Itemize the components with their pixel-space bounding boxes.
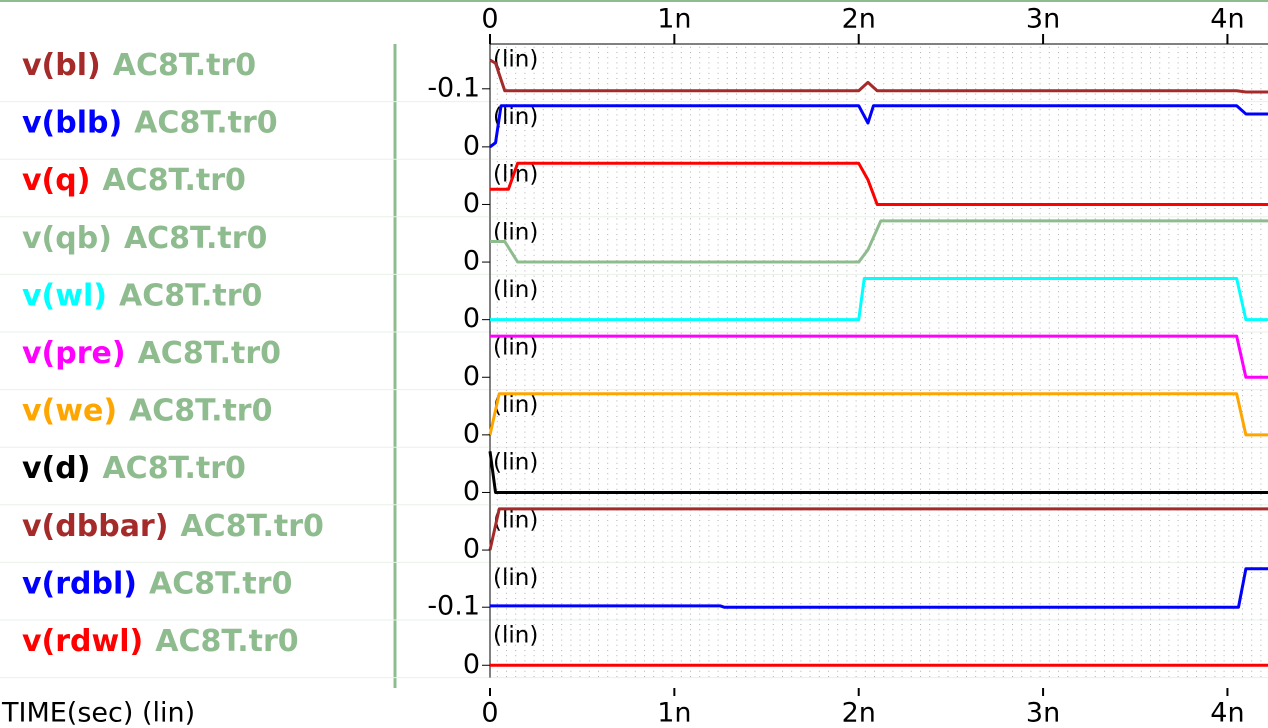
x-tick-label-bottom: 2n — [842, 698, 876, 728]
grid — [490, 274, 1268, 332]
x-tick-label-bottom: 3n — [1026, 698, 1060, 728]
signal-name: v(bl) — [22, 48, 101, 83]
grid — [490, 159, 1268, 217]
file-name: AC8T.tr0 — [124, 220, 267, 255]
signal-name: v(rdbl) — [22, 566, 137, 601]
signal-name: v(qb) — [22, 220, 112, 255]
file-name: AC8T.tr0 — [180, 508, 323, 543]
signal-label: v(rdbl) AC8T.tr0 — [22, 566, 292, 601]
signal-name: v(pre) — [22, 336, 126, 371]
x-tick-label-bottom: 4n — [1210, 698, 1244, 728]
signal-label: v(d) AC8T.tr0 — [22, 451, 246, 486]
file-name: AC8T.tr0 — [102, 163, 245, 198]
y-axis-unit: (lin) — [493, 565, 538, 591]
grid — [490, 504, 1268, 563]
signal-label: v(qb) AC8T.tr0 — [22, 220, 267, 255]
waveform — [489, 58, 1268, 94]
grid — [490, 447, 1268, 505]
grid — [490, 562, 1268, 620]
waveform — [489, 104, 1268, 149]
x-tick-label-top: 4n — [1210, 4, 1244, 35]
y-axis-unit: (lin) — [493, 392, 538, 418]
x-tick-label-top: 3n — [1026, 4, 1060, 35]
y-tick-label: 0 — [463, 361, 480, 392]
signal-label: v(q) AC8T.tr0 — [22, 163, 246, 198]
grid — [490, 332, 1268, 390]
grid — [490, 620, 1268, 678]
signal-name: v(rdwl) — [22, 624, 143, 659]
signal-label: v(we) AC8T.tr0 — [22, 393, 272, 428]
file-name: AC8T.tr0 — [134, 105, 277, 140]
grid — [490, 101, 1268, 160]
grid — [490, 44, 1268, 102]
file-name: AC8T.tr0 — [119, 278, 262, 313]
file-name: AC8T.tr0 — [113, 48, 256, 83]
x-tick-label-top: 2n — [842, 4, 876, 35]
file-name: AC8T.tr0 — [138, 336, 281, 371]
waveform — [488, 507, 1268, 551]
y-tick-label: -0.1 — [427, 72, 480, 103]
signal-label: v(dbbar) AC8T.tr0 — [22, 508, 324, 543]
signal-name: v(blb) — [22, 105, 122, 140]
waveform — [490, 334, 1268, 379]
y-tick-label: -0.1 — [427, 591, 480, 622]
x-tick-label-bottom: 0 — [481, 698, 498, 728]
y-tick-label: 0 — [463, 246, 480, 277]
signal-name: v(we) — [22, 393, 117, 428]
waveform — [490, 161, 1268, 206]
y-axis-unit: (lin) — [493, 277, 538, 303]
y-axis-unit: (lin) — [493, 335, 538, 361]
signal-name: v(d) — [22, 451, 90, 486]
signal-name: v(dbbar) — [22, 508, 168, 543]
waveform — [488, 392, 1268, 437]
signal-name: v(q) — [22, 163, 90, 198]
y-tick-label: 0 — [463, 188, 480, 219]
y-tick-label: 0 — [463, 649, 480, 680]
file-name: AC8T.tr0 — [155, 624, 298, 659]
signal-label: v(wl) AC8T.tr0 — [22, 278, 262, 313]
signal-label: v(bl) AC8T.tr0 — [22, 48, 256, 83]
x-axis-title: TIME(sec) (lin) — [1, 698, 195, 728]
file-name: AC8T.tr0 — [149, 566, 292, 601]
x-tick-label-top: 1n — [657, 4, 691, 35]
y-axis-unit: (lin) — [493, 47, 538, 73]
y-tick-label: 0 — [463, 418, 480, 449]
file-name: AC8T.tr0 — [102, 451, 245, 486]
y-tick-label: 0 — [463, 130, 480, 161]
file-name: AC8T.tr0 — [129, 393, 272, 428]
waveform — [490, 277, 1268, 322]
y-axis-unit: (lin) — [493, 623, 538, 649]
grid — [490, 389, 1268, 448]
signal-label: v(pre) AC8T.tr0 — [22, 336, 281, 371]
signal-name: v(wl) — [22, 278, 107, 313]
waveform — [490, 219, 1268, 264]
x-tick-label-top: 0 — [481, 4, 498, 35]
y-axis-unit: (lin) — [493, 507, 538, 533]
y-axis-unit: (lin) — [493, 450, 538, 476]
y-tick-label: 0 — [463, 303, 480, 334]
waveform — [488, 451, 1268, 494]
waveform — [490, 567, 1268, 609]
x-tick-label-bottom: 1n — [657, 698, 691, 728]
y-tick-label: 0 — [463, 476, 480, 507]
y-tick-label: 0 — [463, 534, 480, 565]
signal-label: v(blb) AC8T.tr0 — [22, 105, 278, 140]
signal-label: v(rdwl) AC8T.tr0 — [22, 624, 299, 659]
